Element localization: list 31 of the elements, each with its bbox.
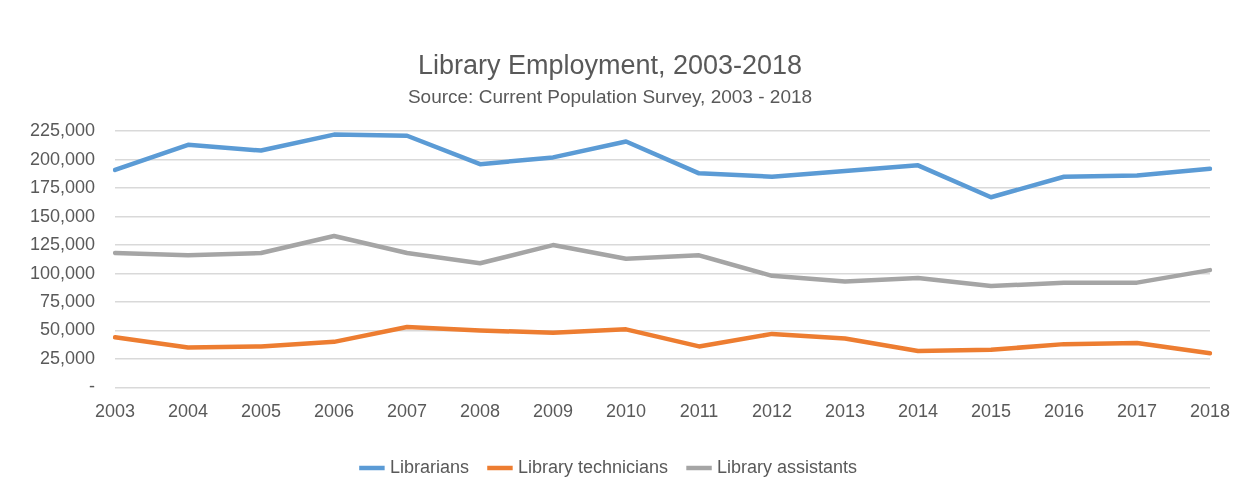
x-tick-label: 2005: [241, 401, 282, 422]
legend-label: Librarians: [389, 456, 469, 477]
y-tick-label: 125,000: [29, 234, 96, 255]
x-tick-label: 2012: [752, 401, 793, 422]
legend-label: Library assistants: [717, 456, 858, 477]
x-tick-label: 2014: [897, 401, 939, 422]
y-tick-label: 25,000: [40, 347, 96, 368]
y-tick-label: 200,000: [29, 148, 96, 169]
chart-title: Library Employment, 2003-2018: [417, 49, 803, 80]
x-tick-label: 2016: [1043, 401, 1085, 422]
x-tick-label: 2013: [825, 401, 866, 422]
x-tick-label: 2017: [1116, 401, 1158, 422]
chart-subtitle: Source: Current Population Survey, 2003 - 2018: [407, 86, 813, 108]
y-tick-label: 150,000: [29, 205, 96, 226]
y-tick-label: 50,000: [40, 319, 96, 340]
x-tick-label: 2003: [95, 401, 136, 422]
x-tick-label: 2009: [533, 401, 574, 422]
y-tick-label: 75,000: [40, 290, 96, 311]
x-tick-label: 2015: [970, 401, 1012, 422]
x-tick-label: 2006: [314, 401, 355, 422]
x-tick-label: 2007: [387, 401, 428, 422]
x-tick-label: 2004: [168, 401, 209, 422]
y-tick-label: 100,000: [29, 262, 96, 283]
x-tick-label: 2010: [606, 401, 647, 422]
y-tick-label: 175,000: [29, 177, 96, 198]
x-tick-label: 2008: [460, 401, 501, 422]
x-tick-label: 2011: [679, 401, 719, 422]
legend-label: Library technicians: [517, 456, 669, 477]
y-tick-label: 225,000: [29, 120, 96, 141]
x-tick-label: 2018: [1189, 401, 1231, 422]
y-tick-label: -: [89, 376, 96, 397]
